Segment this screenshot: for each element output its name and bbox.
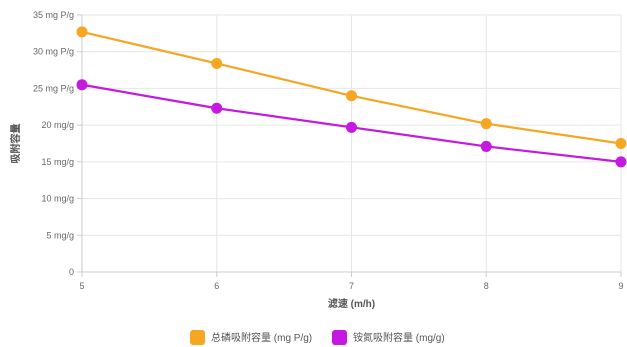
legend-label-1: 总磷吸附容量 (mg P/g) [211, 331, 312, 344]
x-tick-label: 5 [79, 281, 84, 291]
legend: 总磷吸附容量 (mg P/g) 铵氮吸附容量 (mg/g) [190, 330, 445, 345]
data-point-series-1 [346, 90, 357, 102]
y-axis-title: 吸附容量 [9, 124, 22, 164]
y-tick-label: 10 mg/g [41, 194, 74, 204]
y-tick-label: 5 mg/g [46, 230, 74, 240]
grid-layer [81, 14, 622, 273]
data-point-series-1 [615, 138, 627, 149]
y-tick-label: 35 mg P/g [33, 10, 74, 20]
data-point-series-1 [211, 57, 223, 69]
data-point-series-2 [480, 140, 492, 152]
y-tick-label: 20 mg/g [41, 120, 74, 130]
x-tick-label: 7 [349, 281, 354, 291]
data-point-series-1 [480, 118, 492, 130]
y-tick-label: 0 [69, 267, 74, 277]
x-axis-title: 滤速 (m/h) [328, 297, 375, 310]
x-tick-label: 8 [484, 281, 489, 291]
series-layer [76, 26, 627, 168]
x-tick-label: 6 [214, 281, 219, 291]
data-point-series-2 [211, 102, 223, 114]
legend-swatch-2 [332, 330, 347, 345]
legend-swatch-1 [190, 330, 205, 345]
y-tick-label: 30 mg P/g [33, 47, 74, 57]
axis-layer: 35 mg P/g 30 mg P/g 25 mg P/g 20 mg/g 15 mg/… [33, 10, 624, 291]
data-point-series-2 [615, 156, 627, 168]
data-point-series-1 [76, 26, 88, 38]
y-tick-label: 15 mg/g [41, 157, 74, 167]
x-tick-label: 9 [618, 281, 623, 291]
y-tick-label: 25 mg P/g [33, 83, 74, 93]
legend-label-2: 铵氮吸附容量 (mg/g) [353, 331, 445, 344]
data-point-series-2 [76, 79, 88, 91]
data-point-series-2 [346, 121, 357, 133]
